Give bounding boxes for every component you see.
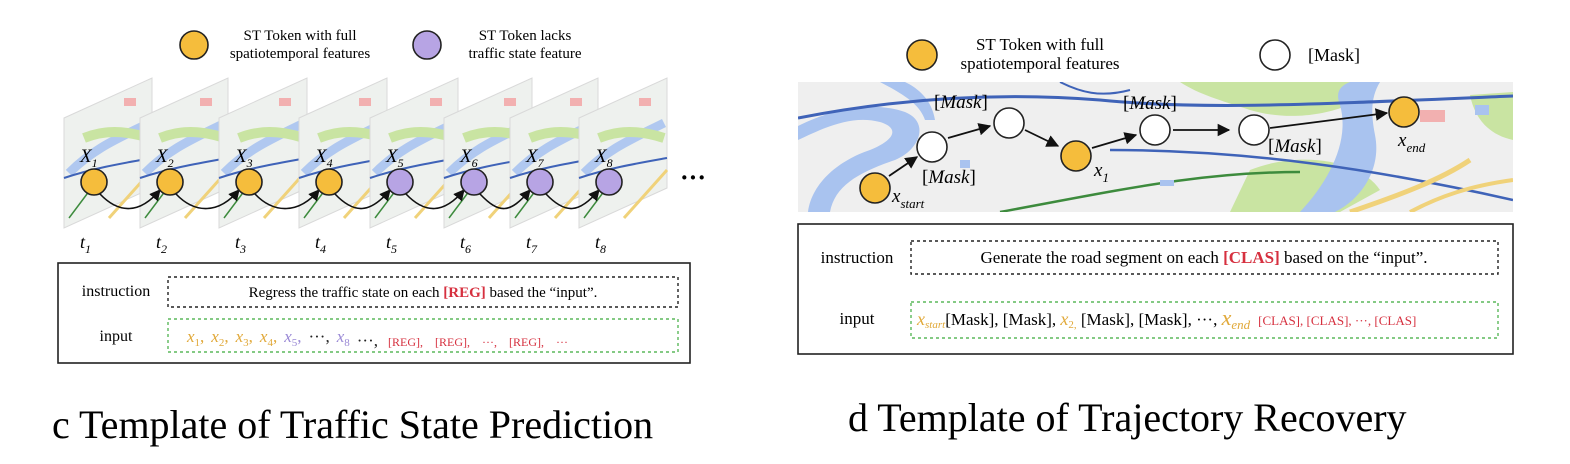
- legend-lacks-line2: traffic state feature: [469, 46, 582, 62]
- chain-arrow: [545, 189, 600, 210]
- caption-d: d Template of Trajectory Recovery: [848, 395, 1407, 440]
- time-label: t5: [386, 232, 397, 256]
- token-label: X1: [79, 146, 98, 170]
- node-mask-1: [916, 131, 948, 163]
- trajectory-nodes: [859, 96, 1420, 204]
- input-label-c: input: [100, 328, 133, 345]
- token-label: X6: [459, 146, 478, 170]
- st-token: [386, 168, 414, 196]
- legend-d-full-token-icon: [906, 39, 938, 71]
- token-label: X3: [234, 146, 253, 170]
- token-label: X8: [594, 146, 613, 170]
- chain-arrow: [479, 189, 531, 210]
- chain-arrow: [334, 189, 391, 210]
- node-mask-4: [1238, 114, 1270, 146]
- label-x-start: xstart: [891, 186, 925, 211]
- token-label: X5: [385, 146, 404, 170]
- token-label: X7: [525, 146, 545, 170]
- map-slice: [218, 77, 309, 229]
- label-x-1: x1: [1093, 160, 1109, 185]
- st-token: [595, 168, 623, 196]
- chain-ellipsis: ···: [680, 163, 706, 192]
- caption-d-letter: d: [848, 395, 868, 440]
- map-slices: [63, 77, 669, 229]
- instruction-label-d: instruction: [821, 248, 894, 267]
- map-slice: [63, 77, 154, 229]
- st-token: [315, 168, 343, 196]
- token-chain: X1 X2 X3 X4 X5 X6 X7 X8: [79, 146, 623, 210]
- time-label: t7: [526, 232, 538, 256]
- st-token: [80, 168, 108, 196]
- node-mask-3: [1139, 114, 1171, 146]
- time-label: t2: [156, 232, 167, 256]
- time-labels: t1 t2 t3 t4 t5 t6 t7 t8: [80, 232, 606, 256]
- chain-arrow: [405, 189, 465, 210]
- instruction-label-c: instruction: [82, 283, 150, 300]
- st-token: [526, 168, 554, 196]
- st-token: [156, 168, 184, 196]
- legend-d-full-line1: ST Token with full: [976, 35, 1104, 54]
- caption-c-text: Template of Traffic State Prediction: [70, 402, 653, 447]
- legend-full-line2: spatiotemporal features: [230, 46, 371, 62]
- st-token: [460, 168, 488, 196]
- input-d-mask-seq: [Mask], [Mask],: [945, 310, 1060, 329]
- legend-d-full-line2: spatiotemporal features: [960, 54, 1119, 73]
- legend-d-mask-label: [Mask]: [1308, 45, 1360, 65]
- time-label: t1: [80, 232, 91, 256]
- instruction-text-d: Generate the road segment on each [CLAS]…: [980, 248, 1427, 267]
- instruction-text-c: Regress the traffic state on each [REG] …: [249, 285, 598, 301]
- chain-arrow: [99, 189, 161, 210]
- time-label: t3: [235, 232, 246, 256]
- label-mask-1: [Mask]: [922, 167, 976, 188]
- instruction-dashed-box-c: [167, 276, 679, 308]
- input-sequence-d: xstart[Mask], [Mask], x2, [Mask], [Mask]…: [916, 305, 1416, 332]
- node-mask-2: [993, 107, 1025, 139]
- chain-arrow: [254, 189, 320, 210]
- time-label: t8: [595, 232, 606, 256]
- caption-c: c Template of Traffic State Prediction: [52, 402, 653, 447]
- legend-c: ST Token with full spatiotemporal featur…: [179, 28, 582, 62]
- input-dashed-box-c: [167, 318, 679, 353]
- chain-arrow: [175, 189, 240, 210]
- legend-full-token-icon: [179, 30, 209, 60]
- st-token: [235, 168, 263, 196]
- token-label: X2: [155, 146, 174, 170]
- label-mask-3: [Mask]: [1123, 93, 1177, 114]
- label-x-end: xend: [1397, 130, 1426, 155]
- label-mask-4: [Mask]: [1268, 136, 1322, 157]
- trajectory-arrows: [888, 108, 1389, 177]
- legend-lacks-token-icon: [412, 30, 442, 60]
- template-box-c: [57, 262, 691, 364]
- legend-d: ST Token with full spatiotemporal featur…: [906, 35, 1360, 73]
- trajectory-node-labels: xstart [Mask] [Mask] x1 [Mask] [Mask] xe…: [891, 92, 1426, 211]
- map-slice: [139, 77, 230, 229]
- node-x-1: [1060, 140, 1092, 172]
- caption-c-letter: c: [52, 402, 70, 447]
- legend-lacks-line1: ST Token lacks: [479, 28, 572, 44]
- template-box-d: [797, 223, 1514, 355]
- label-mask-2: [Mask]: [934, 92, 988, 113]
- token-label: X4: [314, 146, 333, 170]
- node-x-end: [1388, 96, 1420, 128]
- time-label: t6: [460, 232, 471, 256]
- input-sequence-c: x1, x2, x3, x4, x5, ···, x8 ···, [REG], [REG], ···…: [186, 327, 568, 350]
- instruction-dashed-box-d: [910, 240, 1499, 275]
- time-label: t4: [315, 232, 326, 256]
- node-x-start: [859, 172, 891, 204]
- input-label-d: input: [840, 309, 875, 328]
- caption-d-text: Template of Trajectory Recovery: [868, 395, 1407, 440]
- legend-full-line1: ST Token with full: [244, 28, 357, 44]
- legend-d-mask-token-icon: [1259, 39, 1291, 71]
